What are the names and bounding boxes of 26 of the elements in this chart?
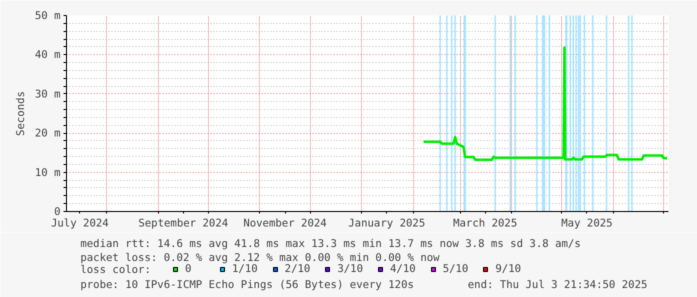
legend-label: 4/10 (390, 262, 416, 275)
text: end: Thu Jul 3 21:34:50 2025 (468, 278, 648, 291)
y-axis-title: Seconds (14, 91, 27, 136)
legend-title: loss color: (80, 263, 151, 276)
x-tick-label: January 2025 (348, 216, 426, 230)
text: packet loss: 0.02 % avg 2.12 % max 0.00 % min 0.00 % now (80, 251, 440, 264)
y-tick-label: 50 m (34, 9, 61, 22)
text: median rtt: 14.6 ms avg 41.8 ms max 13.3 ms min 13.7 ms now 3.8 ms sd 3.8 am/s (80, 237, 581, 250)
y-tick-label: 10 m (34, 166, 61, 179)
y-tick-label: 20 m (34, 126, 61, 140)
x-tick-label: May 2025 (561, 216, 613, 230)
legend-label: 2/10 (284, 262, 310, 275)
legend-label: 1/10 (232, 262, 258, 275)
legend-label: 9/10 (495, 262, 522, 275)
line-series (422, 46, 668, 162)
x-tick-label: July 2024 (50, 216, 109, 230)
x-tick-label: March 2025 (453, 216, 518, 230)
legend-label: 5/10 (442, 262, 468, 275)
text: probe: 10 IPv6-ICMP Echo Pings (56 Bytes) every 120s (80, 278, 414, 291)
y-tick-label: 30 m (34, 87, 61, 100)
y-tick-label: 40 m (34, 48, 61, 62)
legend-label: 3/10 (337, 262, 364, 275)
x-tick-label: November 2024 (243, 216, 327, 230)
y-tick-label: 0 (54, 205, 61, 218)
legend-label: 0 (185, 262, 192, 275)
x-tick-label: September 2024 (138, 216, 228, 230)
